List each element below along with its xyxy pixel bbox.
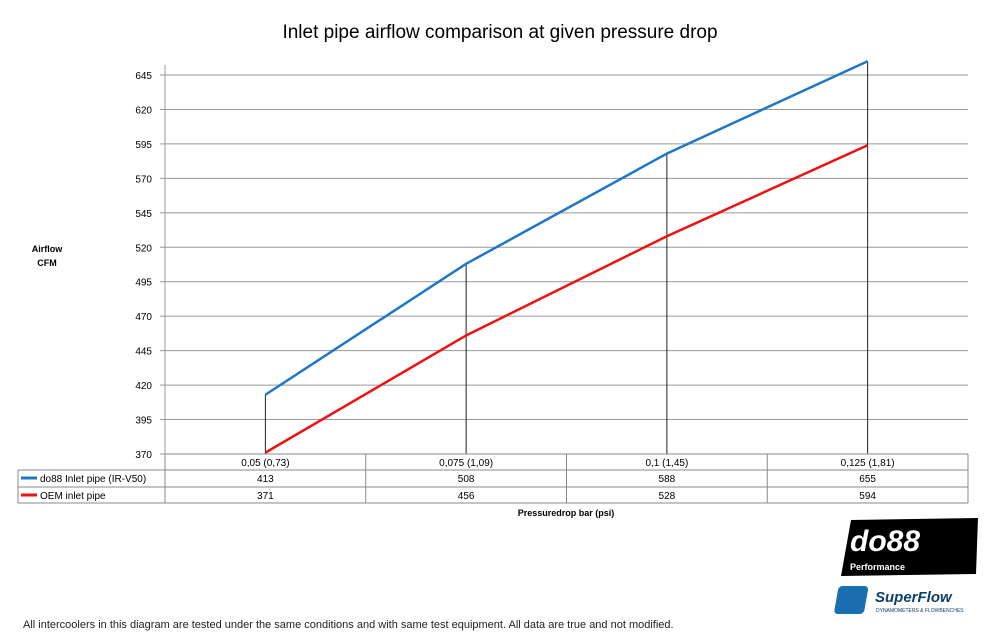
y-tick-label: 570 [135, 174, 152, 185]
y-axis-label: CFM [37, 258, 57, 268]
data-label: 456 [458, 491, 475, 502]
x-axis-label: Pressuredrop bar (psi) [518, 508, 615, 518]
data-label: 413 [257, 474, 274, 485]
x-tick-label: 0,1 (1,45) [645, 458, 688, 469]
chart-title: Inlet pipe airflow comparison at given p… [282, 22, 717, 43]
x-tick-label: 0,05 (0,73) [241, 458, 289, 469]
y-tick-label: 620 [135, 105, 152, 116]
data-label: 588 [659, 474, 676, 485]
y-tick-label: 420 [135, 381, 152, 392]
y-tick-label: 370 [135, 450, 152, 461]
data-label: 594 [859, 491, 876, 502]
y-tick-label: 545 [135, 209, 152, 220]
y-tick-label: 595 [135, 140, 152, 151]
superflow-logo-sub: DYNAMOMETERS & FLOWBENCHES [876, 608, 964, 614]
y-tick-label: 445 [135, 347, 152, 358]
x-tick-label: 0,075 (1,09) [439, 458, 493, 469]
data-label: 371 [257, 491, 274, 502]
do88-logo-sub: Performance [850, 562, 905, 572]
y-tick-label: 470 [135, 312, 152, 323]
x-tick-label: 0,125 (1,81) [841, 458, 895, 469]
y-tick-label: 395 [135, 416, 152, 427]
do88-logo-text: do88 [850, 525, 920, 558]
series-line-0 [264, 60, 869, 396]
y-tick-label: 520 [135, 243, 152, 254]
superflow-logo: SuperFlow [875, 589, 953, 606]
series-line-1 [264, 144, 869, 454]
y-tick-label: 495 [135, 278, 152, 289]
legend-label: do88 Inlet pipe (IR-V50) [40, 474, 146, 485]
legend-label: OEM inlet pipe [40, 491, 106, 502]
data-label: 508 [458, 474, 475, 485]
superflow-icon [834, 586, 869, 614]
data-label: 528 [659, 491, 676, 502]
do88-logo [841, 518, 978, 576]
data-label: 655 [859, 474, 876, 485]
y-axis-label: Airflow [32, 244, 63, 254]
footer-note: All intercoolers in this diagram are tes… [23, 619, 674, 631]
y-tick-label: 645 [135, 71, 152, 82]
